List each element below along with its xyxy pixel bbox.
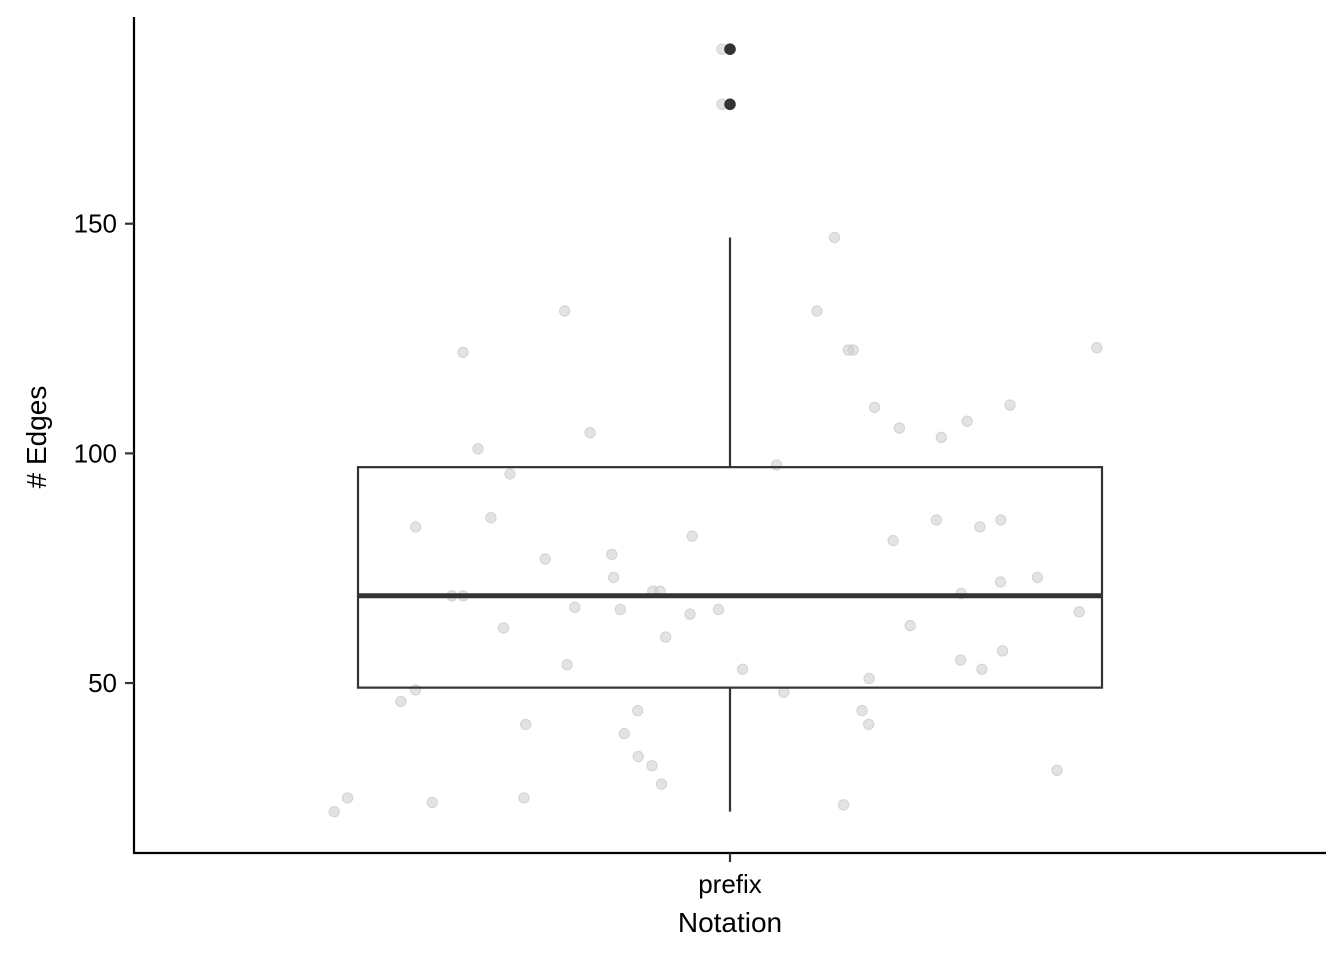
jitter-point bbox=[1031, 571, 1044, 584]
jitter-point bbox=[842, 344, 854, 356]
y-axis-title: # Edges bbox=[21, 386, 52, 489]
jitter-point bbox=[559, 305, 571, 317]
jitter-point bbox=[961, 415, 973, 427]
outlier-point bbox=[724, 98, 736, 111]
jitter-point bbox=[856, 704, 868, 717]
jitter-point bbox=[837, 799, 850, 811]
jitter-point bbox=[655, 778, 668, 790]
jitter-point bbox=[504, 468, 516, 480]
jitter-point bbox=[1073, 606, 1085, 618]
y-tick-label: 50 bbox=[88, 668, 117, 698]
jitter-point bbox=[618, 727, 630, 740]
jitter-point bbox=[607, 571, 620, 584]
jitter-point bbox=[935, 431, 947, 443]
box-plot bbox=[356, 237, 1104, 812]
jitter-point bbox=[561, 659, 573, 671]
jitter-point bbox=[994, 576, 1007, 588]
jitter-point bbox=[712, 603, 725, 616]
x-tick-label: prefix bbox=[698, 869, 762, 899]
jitter-point bbox=[395, 695, 407, 708]
jitter-point bbox=[614, 603, 626, 616]
jitter-point bbox=[863, 718, 875, 731]
jitter-point bbox=[811, 305, 823, 317]
jitter-point bbox=[328, 806, 340, 818]
jitter-point bbox=[686, 530, 698, 542]
jitter-point bbox=[520, 718, 532, 731]
jitter-point bbox=[660, 631, 672, 643]
jitter-point bbox=[632, 704, 644, 717]
jitter-point bbox=[893, 422, 906, 434]
jitter-point bbox=[569, 601, 581, 613]
x-axis-title: Notation bbox=[678, 907, 782, 938]
jitter-point bbox=[584, 427, 596, 439]
jitter-point bbox=[995, 514, 1007, 526]
jitter-point bbox=[410, 521, 422, 533]
jitter-point bbox=[457, 346, 469, 358]
outlier-points bbox=[724, 43, 736, 111]
outlier-point bbox=[724, 43, 736, 55]
jitter-point bbox=[426, 796, 438, 809]
jitter-point bbox=[770, 459, 783, 471]
jitter-point bbox=[976, 663, 988, 675]
jitter-point bbox=[930, 514, 943, 526]
jitter-point bbox=[341, 792, 354, 804]
jitter-point bbox=[887, 534, 899, 547]
jitter-point bbox=[954, 654, 967, 666]
jitter-point bbox=[497, 622, 510, 634]
jitter-point bbox=[646, 760, 658, 772]
jitter-point bbox=[736, 663, 749, 675]
jitter-point bbox=[684, 608, 696, 620]
x-axis-ticks: prefix bbox=[698, 853, 762, 899]
jitter-points bbox=[328, 43, 1103, 818]
jitter-point bbox=[606, 548, 618, 561]
y-axis-ticks: 50 100 150 bbox=[74, 209, 134, 698]
y-tick-label: 100 bbox=[74, 438, 117, 468]
jitter-point bbox=[1091, 342, 1103, 354]
jitter-point bbox=[632, 750, 644, 763]
jitter-point bbox=[996, 645, 1009, 657]
y-tick-label: 150 bbox=[74, 209, 117, 239]
jitter-point bbox=[1004, 399, 1016, 411]
jitter-point bbox=[485, 512, 497, 524]
box-iqr bbox=[356, 466, 1104, 689]
jitter-point bbox=[828, 231, 841, 244]
jitter-point bbox=[868, 401, 881, 414]
jitter-point bbox=[1051, 764, 1063, 776]
jitter-point bbox=[472, 443, 484, 455]
jitter-point bbox=[539, 553, 551, 565]
jitter-point bbox=[518, 792, 530, 804]
jitter-point bbox=[904, 619, 916, 632]
jitter-point bbox=[974, 521, 986, 533]
jitter-point bbox=[863, 672, 875, 685]
jitter-point bbox=[409, 684, 422, 696]
